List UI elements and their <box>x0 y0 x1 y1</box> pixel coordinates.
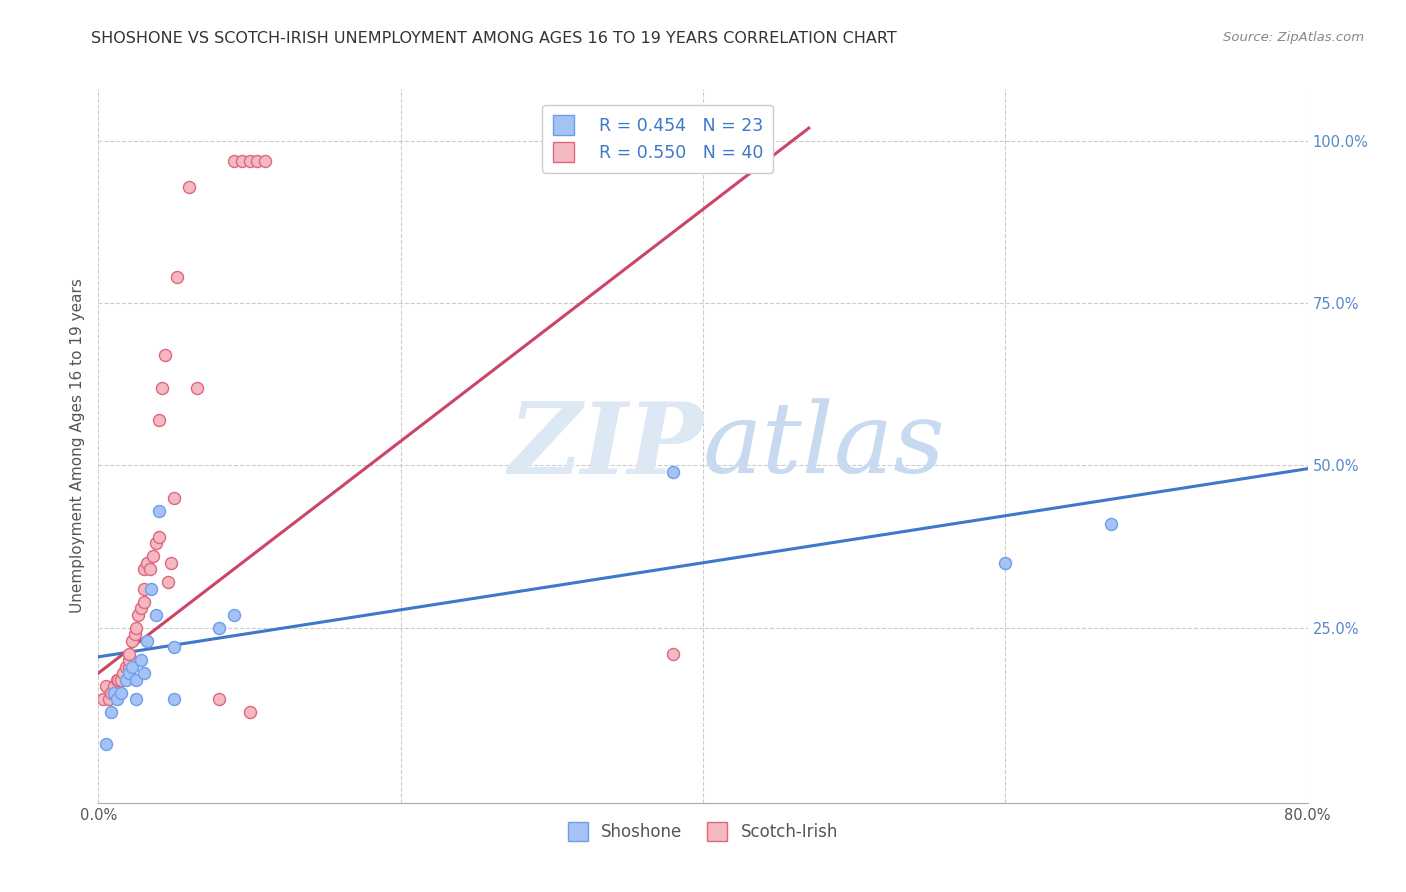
Point <box>121 633 143 648</box>
Point <box>661 465 683 479</box>
Point <box>129 653 152 667</box>
Point <box>139 562 162 576</box>
Point <box>127 607 149 622</box>
Point <box>94 738 117 752</box>
Legend: Shoshone, Scotch-Irish: Shoshone, Scotch-Irish <box>561 815 845 848</box>
Point <box>110 673 132 687</box>
Point <box>145 536 167 550</box>
Point <box>160 556 183 570</box>
Point <box>100 705 122 719</box>
Point <box>103 685 125 699</box>
Point <box>153 348 176 362</box>
Point <box>135 556 157 570</box>
Point <box>224 607 246 622</box>
Point <box>208 621 231 635</box>
Point <box>148 530 170 544</box>
Point <box>186 381 208 395</box>
Point <box>239 705 262 719</box>
Point <box>166 270 188 285</box>
Point <box>179 179 201 194</box>
Point <box>118 659 141 673</box>
Point <box>103 685 125 699</box>
Text: ZIP: ZIP <box>508 398 703 494</box>
Point <box>135 633 157 648</box>
Point <box>129 601 152 615</box>
Point <box>98 692 121 706</box>
Point <box>125 621 148 635</box>
Point <box>1099 516 1122 531</box>
Point <box>246 153 269 168</box>
Point <box>107 673 129 687</box>
Point <box>114 659 136 673</box>
Point <box>156 575 179 590</box>
Point <box>108 685 131 699</box>
Point <box>145 607 167 622</box>
Point <box>111 666 134 681</box>
Point <box>142 549 165 564</box>
Point <box>100 685 122 699</box>
Point <box>118 647 141 661</box>
Point <box>110 685 132 699</box>
Point <box>224 153 246 168</box>
Point <box>94 679 117 693</box>
Point <box>150 381 173 395</box>
Point <box>239 153 262 168</box>
Point <box>994 556 1017 570</box>
Point <box>141 582 163 596</box>
Text: SHOSHONE VS SCOTCH-IRISH UNEMPLOYMENT AMONG AGES 16 TO 19 YEARS CORRELATION CHAR: SHOSHONE VS SCOTCH-IRISH UNEMPLOYMENT AM… <box>91 31 897 46</box>
Point <box>253 153 276 168</box>
Point <box>132 666 155 681</box>
Point <box>105 692 128 706</box>
Text: atlas: atlas <box>703 399 946 493</box>
Point <box>118 666 141 681</box>
Y-axis label: Unemployment Among Ages 16 to 19 years: Unemployment Among Ages 16 to 19 years <box>69 278 84 614</box>
Text: Source: ZipAtlas.com: Source: ZipAtlas.com <box>1223 31 1364 45</box>
Point <box>132 562 155 576</box>
Point <box>132 595 155 609</box>
Point <box>124 627 146 641</box>
Point <box>125 673 148 687</box>
Point <box>121 659 143 673</box>
Point <box>132 582 155 596</box>
Point <box>148 413 170 427</box>
Point <box>163 640 186 654</box>
Point <box>118 653 141 667</box>
Point <box>208 692 231 706</box>
Point <box>91 692 114 706</box>
Point <box>148 504 170 518</box>
Point <box>105 673 128 687</box>
Point <box>114 673 136 687</box>
Point <box>163 491 186 505</box>
Point <box>661 647 683 661</box>
Point <box>231 153 253 168</box>
Point <box>103 679 125 693</box>
Point <box>163 692 186 706</box>
Point <box>125 692 148 706</box>
